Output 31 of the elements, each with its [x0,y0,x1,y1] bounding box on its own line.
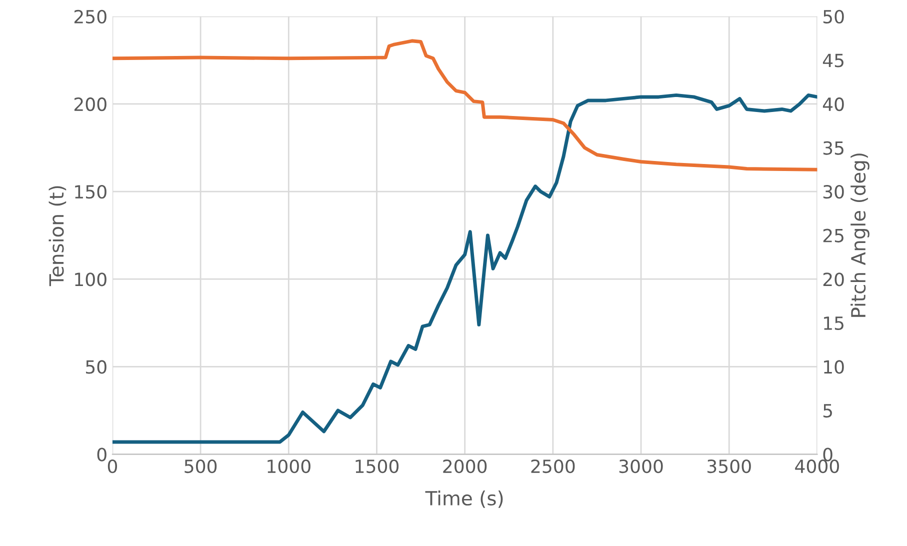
y2-tick-label: 45 [822,54,844,68]
y-tick-label: 100 [75,272,106,286]
x-tick-label: 500 [184,459,217,474]
line-series [112,93,818,444]
y-tick-label: 50 [86,360,106,374]
x-tick-label: 2000 [443,459,487,474]
y2-axis-title: Pitch Angle (deg) [850,154,870,317]
x-tick-label: 3000 [619,459,663,474]
x-tick-label: 4000 [795,459,839,474]
y2-tick-label: 40 [822,97,844,112]
x-tick-label: 2500 [531,459,575,474]
y-tick-label: 150 [75,184,106,199]
x-tick-label: 1000 [268,459,310,474]
y-axis-title: Tension (t) [48,186,66,286]
y2-tick-label: 10 [824,360,844,374]
line-series [112,39,818,172]
y2-tick-label: 20 [823,272,844,286]
x-tick-label: 1500 [356,459,399,474]
y2-tick-label: 15 [824,316,844,330]
y2-tick-label: 35 [823,141,844,155]
y-tick-label: 200 [74,97,106,112]
y2-tick-label: 5 [823,404,832,418]
y-tick-label: 250 [74,10,106,24]
y2-tick-label: 25 [823,228,844,242]
x-tick-label: 3500 [708,459,751,474]
y2-tick-label: 0 [823,448,832,462]
y2-tick-label: 50 [823,10,844,24]
y-tick-label: 0 [97,448,106,462]
x-tick-label: 0 [108,459,118,474]
y2-tick-label: 30 [823,184,844,199]
x-axis-title: Time (s) [425,490,503,508]
